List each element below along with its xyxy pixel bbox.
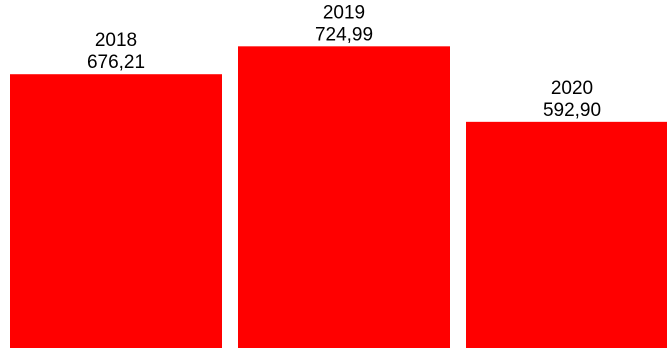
value-label-2020: 592,90 — [543, 100, 601, 121]
bar-2019 — [238, 46, 450, 348]
bar-2018 — [10, 74, 222, 348]
value-label-2019: 724,99 — [315, 24, 373, 45]
category-label-2018: 2018 — [95, 30, 137, 51]
category-label-2020: 2020 — [551, 78, 593, 99]
category-label-2019: 2019 — [323, 2, 365, 23]
value-label-2018: 676,21 — [87, 52, 145, 73]
bar-2020 — [466, 121, 667, 348]
bars-layer — [10, 46, 667, 348]
